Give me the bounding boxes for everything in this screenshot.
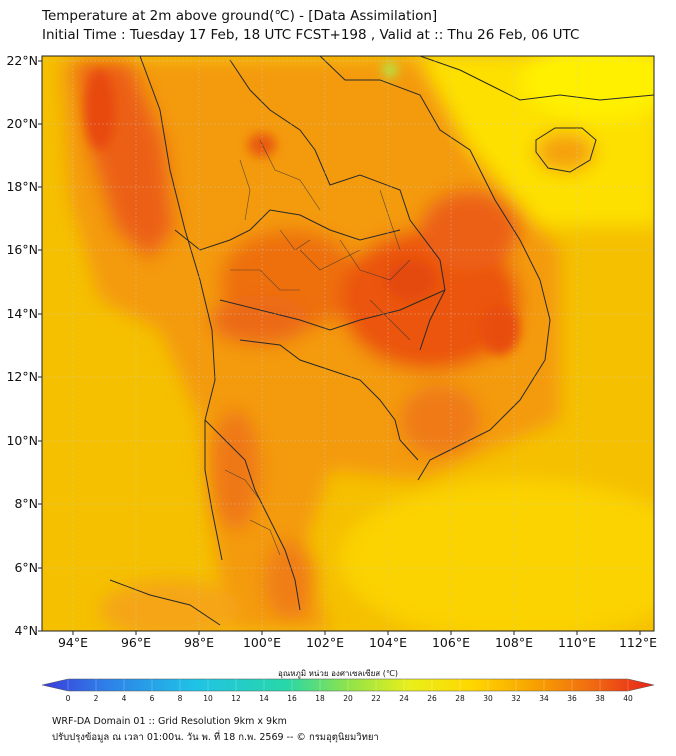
lat-label: 10°N — [6, 433, 38, 448]
lat-label: 4°N — [14, 623, 38, 638]
lat-label: 12°N — [6, 369, 38, 384]
lon-label: 96°E — [121, 635, 151, 650]
colorbar-tick-label: 6 — [150, 694, 155, 703]
lat-label: 18°N — [6, 179, 38, 194]
colorbar-tick-label: 36 — [567, 694, 577, 703]
plot-frame — [41, 55, 655, 632]
colorbar-ticks: 0 2 4 6 8 10 12 14 16 18 20 22 24 26 28 30 32 34 36 38 40 — [66, 679, 633, 703]
colorbar-tick-label: 24 — [399, 694, 409, 703]
province-borders — [224, 139, 411, 556]
colorbar-tick-label: 34 — [539, 694, 549, 703]
colorbar-tick-label: 2 — [94, 694, 99, 703]
footer-credit: ปรับปรุงข้อมูล ณ เวลา 01:00น. วัน พ. ที่… — [52, 732, 379, 743]
lon-label: 100°E — [243, 635, 281, 650]
map-title: Temperature at 2m above ground(℃) - [Dat… — [42, 8, 438, 24]
map-subtitle: Initial Time : Tuesday 17 Feb, 18 UTC FC… — [42, 27, 580, 43]
lon-label: 104°E — [369, 635, 407, 650]
colorbar-tick-label: 16 — [287, 694, 297, 703]
colorbar-tick-label: 22 — [371, 694, 381, 703]
lon-label: 110°E — [558, 635, 596, 650]
lat-label: 22°N — [6, 53, 38, 68]
colorbar-tick-label: 26 — [427, 694, 437, 703]
country-borders — [109, 56, 654, 626]
colorbar: 0 2 4 6 8 10 12 14 16 18 20 22 24 26 28 30 32 34 36 38 40 — [41, 678, 655, 703]
colorbar-tick-label: 40 — [623, 694, 633, 703]
longitude-labels: 94°E 96°E 98°E 100°E 102°E 104°E 106°E 1… — [58, 635, 657, 650]
lat-label: 20°N — [6, 116, 38, 131]
colorbar-title: อุณหภูมิ หน่วย องศาเซลเซียส (℃) — [278, 669, 398, 678]
colorbar-tick-label: 12 — [231, 694, 241, 703]
lat-label: 6°N — [14, 560, 38, 575]
lon-label: 98°E — [184, 635, 214, 650]
colorbar-tick-label: 38 — [595, 694, 605, 703]
colorbar-tick-label: 32 — [511, 694, 521, 703]
lat-label: 14°N — [6, 306, 38, 321]
graticule — [42, 56, 654, 631]
heat-regions — [60, 56, 654, 631]
lon-label: 112°E — [619, 635, 657, 650]
colorbar-tick-label: 8 — [178, 694, 183, 703]
lat-label: 8°N — [14, 496, 38, 511]
colorbar-tick-label: 28 — [455, 694, 465, 703]
axis-ticks — [38, 60, 641, 635]
colorbar-bar — [41, 678, 655, 692]
lon-label: 94°E — [58, 635, 88, 650]
temperature-field — [42, 56, 654, 631]
colorbar-tick-label: 10 — [203, 694, 213, 703]
lon-label: 106°E — [432, 635, 470, 650]
colorbar-tick-label: 0 — [66, 694, 71, 703]
lat-label: 16°N — [6, 242, 38, 257]
footer-model-info: WRF-DA Domain 01 :: Grid Resolution 9km … — [52, 716, 287, 727]
colorbar-tick-label: 30 — [483, 694, 493, 703]
colorbar-tick-label: 14 — [259, 694, 269, 703]
lon-label: 108°E — [495, 635, 533, 650]
hot-spots — [85, 62, 520, 355]
lon-label: 102°E — [306, 635, 344, 650]
colorbar-tick-label: 18 — [315, 694, 325, 703]
colorbar-tick-label: 4 — [122, 694, 127, 703]
latitude-labels: 22°N 20°N 18°N 16°N 14°N 12°N 10°N 8°N 6… — [6, 53, 38, 638]
colorbar-tick-label: 20 — [343, 694, 353, 703]
